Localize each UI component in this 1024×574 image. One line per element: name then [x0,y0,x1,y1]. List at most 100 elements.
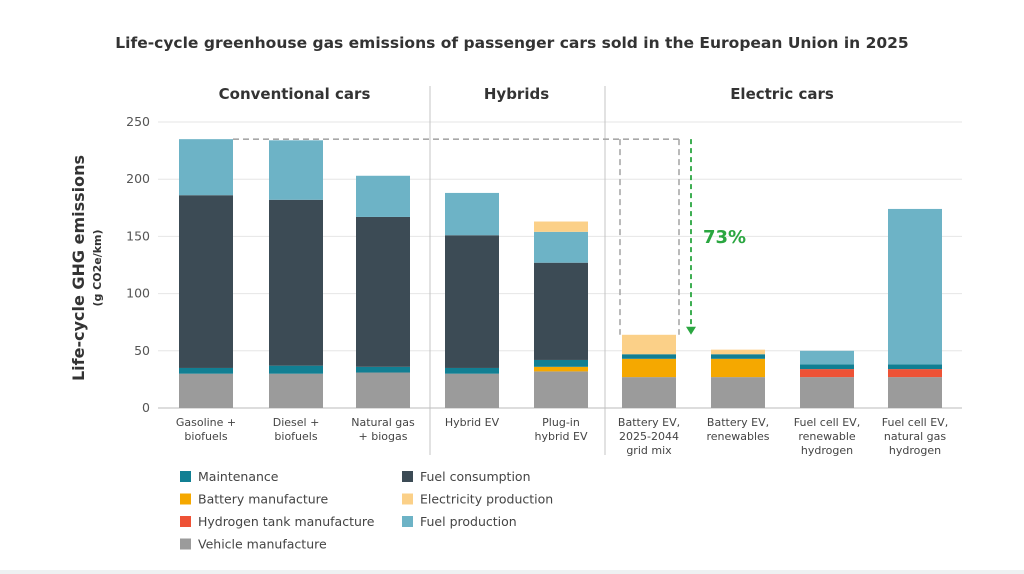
bar-segment-vehicle-manufacture [356,372,410,408]
y-axis-unit: (g CO2e/km) [91,229,104,306]
bar-segment-vehicle-manufacture [888,377,942,408]
bar-segment-fuel-production [800,350,854,365]
legend-swatch [180,516,191,527]
legend-item-hydrogen-tank-manufacture: Hydrogen tank manufacture [180,514,375,529]
y-axis-ticks: 0 50 100 150 200 250 [126,114,150,415]
bar-segment-maintenance [534,359,588,367]
group-label-electric-cars: Electric cars [730,85,834,103]
legend-label: Fuel production [420,514,517,529]
bar-segment-electricity-production [711,349,765,355]
bar-fuel-cell-ev-natural-gas-hydrogen [888,208,942,408]
bar-segment-maintenance [622,354,676,359]
category-label: Gasoline + biofuels [176,416,236,443]
bar-fuel-cell-ev-renewable-hydrogen [800,350,854,408]
bar-segment-maintenance [888,364,942,370]
bar-segment-maintenance [356,366,410,373]
legend-swatch [402,493,413,505]
category-label: Natural gas + biogas [351,416,415,443]
bar-battery-ev-renewables [711,349,765,408]
legend-swatch [180,471,191,482]
bar-diesel-biofuels [269,140,323,408]
bar-hybrid-ev [445,192,499,408]
chart-title: Life-cycle greenhouse gas emissions of p… [115,34,908,52]
legend-swatch [402,471,413,482]
category-label: Battery EV, 2025-2044 grid mix [618,416,680,457]
reduction-percent-label: 73% [703,227,746,248]
category-labels: Gasoline + biofuels Diesel + biofuels Natura… [176,416,948,457]
bar-segment-maintenance [800,364,854,370]
y-axis-label: Life-cycle GHG emissions [69,155,88,381]
category-label: Plug-in hybrid EV [535,416,588,443]
legend-label: Electricity production [420,492,553,507]
bar-battery-ev-2025-2044-grid-mix [622,334,676,408]
category-label: Hybrid EV [445,416,500,429]
bar-segment-hydrogen-tank-manufacture [800,369,854,378]
bar-segment-battery-manufacture [622,358,676,378]
bar-plug-in-hybrid-ev [534,221,588,408]
y-axis-label-group: Life-cycle GHG emissions (g CO2e/km) [69,155,104,381]
legend-swatch [180,538,191,550]
category-label: Battery EV, renewables [706,416,769,443]
y-tick-250: 250 [126,114,150,129]
y-tick-0: 0 [142,400,150,415]
bar-segment-fuel-production [179,139,233,196]
bar-gasoline-biofuels [179,139,233,408]
group-label-hybrids: Hybrids [484,85,549,103]
bar-segment-fuel-consumption [179,195,233,368]
bar-segment-maintenance [179,367,233,374]
arrow-head-icon [686,326,696,335]
bar-segment-vehicle-manufacture [711,377,765,408]
legend-item-battery-manufacture: Battery manufacture [180,492,329,507]
bar-segment-vehicle-manufacture [445,373,499,408]
bar-segment-battery-manufacture [711,358,765,378]
bars [179,139,942,408]
bar-segment-fuel-production [445,192,499,236]
bar-segment-fuel-production [534,231,588,263]
legend-label: Battery manufacture [198,492,329,507]
bar-segment-fuel-consumption [269,199,323,366]
bar-natural-gas-biogas [356,175,410,408]
bar-segment-fuel-production [269,140,323,200]
bar-segment-battery-manufacture [534,366,588,372]
category-label: Diesel + biofuels [273,416,320,443]
legend-item-fuel-consumption: Fuel consumption [402,469,531,484]
y-tick-200: 200 [126,171,150,186]
bar-segment-fuel-consumption [534,262,588,360]
legend-label: Hydrogen tank manufacture [198,514,375,529]
y-tick-150: 150 [126,228,150,243]
legend-label: Maintenance [198,469,279,484]
bar-segment-hydrogen-tank-manufacture [888,369,942,378]
category-label: Fuel cell EV, renewable hydrogen [794,416,860,457]
category-label: Fuel cell EV, natural gas hydrogen [882,416,948,457]
legend-swatch [402,516,413,527]
legend-item-fuel-production: Fuel production [402,514,517,529]
group-labels: Conventional cars Hybrids Electric cars [219,85,834,455]
bar-segment-maintenance [711,354,765,359]
legend: Maintenance Fuel consumption Battery manuf… [180,469,553,552]
legend-item-maintenance: Maintenance [180,469,279,484]
bar-segment-fuel-consumption [356,216,410,367]
group-label-conventional-cars: Conventional cars [219,85,371,103]
bar-segment-maintenance [445,367,499,374]
y-tick-100: 100 [126,286,150,301]
bar-segment-vehicle-manufacture [622,377,676,408]
reference-dashed-box [619,139,680,335]
y-tick-50: 50 [134,343,150,358]
bar-segment-electricity-production [534,221,588,232]
bar-segment-vehicle-manufacture [534,371,588,408]
bar-segment-fuel-production [888,208,942,365]
bar-segment-vehicle-manufacture [179,373,233,408]
bar-segment-maintenance [269,365,323,374]
bottom-band [0,570,1024,574]
bar-segment-vehicle-manufacture [800,377,854,408]
legend-item-vehicle-manufacture: Vehicle manufacture [180,537,327,552]
legend-label: Vehicle manufacture [198,537,327,552]
legend-swatch [180,493,191,505]
reduction-annotation: 73% [233,138,746,335]
bar-segment-electricity-production [622,334,676,355]
bar-segment-fuel-consumption [445,235,499,368]
bar-segment-vehicle-manufacture [269,373,323,408]
legend-item-electricity-production: Electricity production [402,492,553,507]
bar-segment-fuel-production [356,175,410,217]
